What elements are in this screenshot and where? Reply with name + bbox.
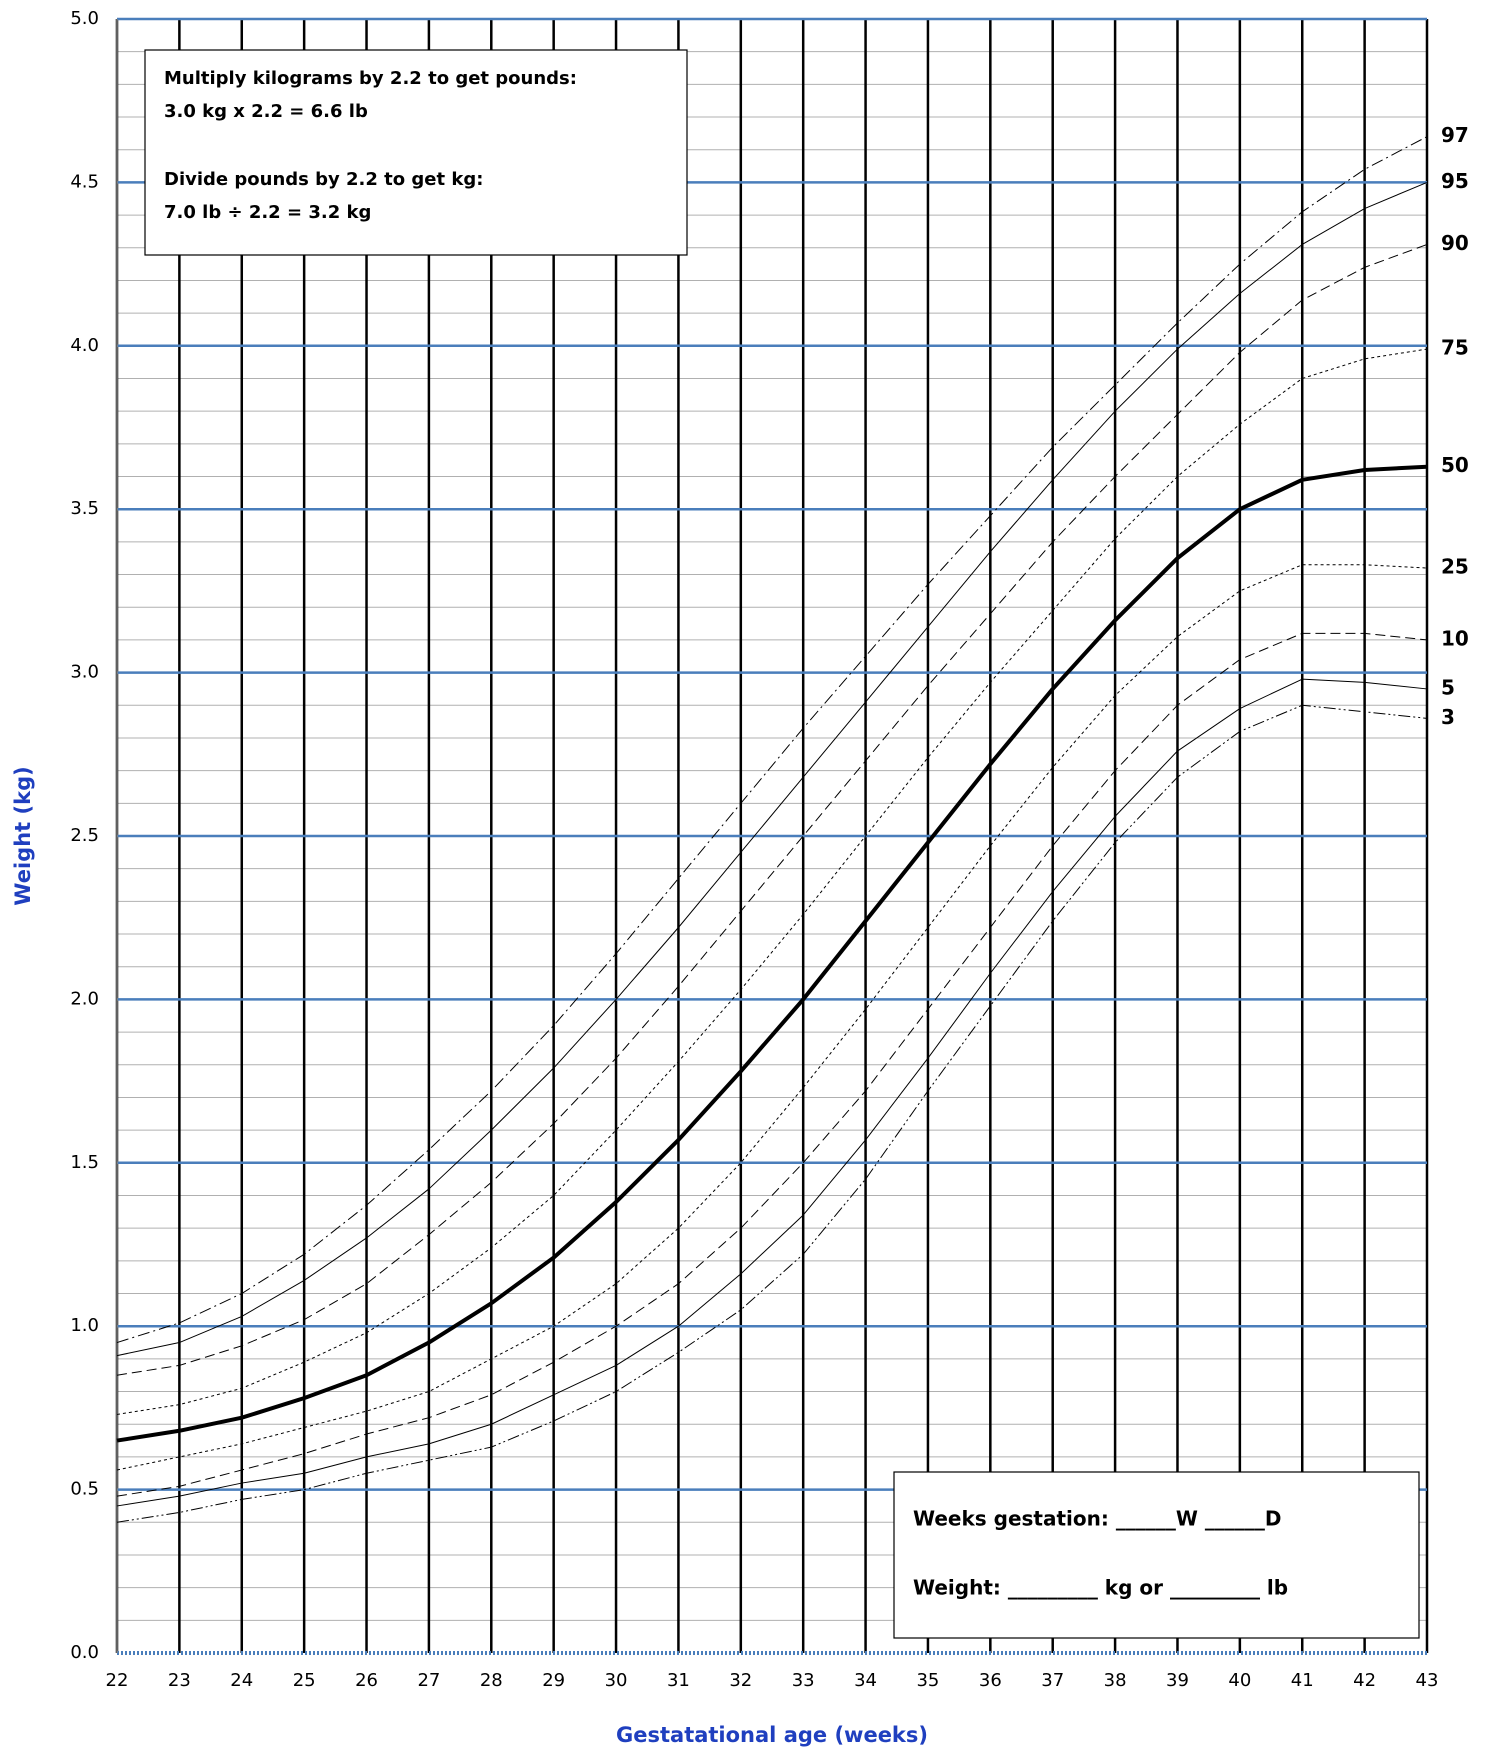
x-tick-label: 30 xyxy=(605,1670,628,1691)
x-tick-label: 33 xyxy=(792,1670,815,1691)
percentile-label: 3 xyxy=(1441,705,1455,729)
y-tick-label: 5.0 xyxy=(70,8,99,29)
percentile-line xyxy=(116,464,1428,1443)
y-axis-title: Weight (kg) xyxy=(11,766,35,905)
y-tick-label: 3.0 xyxy=(70,662,99,683)
x-tick-label: 29 xyxy=(542,1670,565,1691)
x-tick-label: 24 xyxy=(230,1670,253,1691)
x-tick-label: 39 xyxy=(1166,1670,1189,1691)
percentile-label: 10 xyxy=(1441,626,1469,650)
percentile-line xyxy=(116,136,1428,1344)
y-tick-label: 0.5 xyxy=(70,1479,99,1500)
x-tick-label: 26 xyxy=(355,1670,378,1691)
x-axis-title: Gestatational age (weeks) xyxy=(616,1723,928,1747)
percentile-label: 50 xyxy=(1441,453,1469,477)
percentile-line xyxy=(116,181,1428,1357)
y-tick-label: 4.5 xyxy=(70,171,99,192)
entry-form-text: Weeks gestation: ______W ______D xyxy=(913,1507,1281,1531)
y-tick-label: 2.5 xyxy=(70,825,99,846)
y-tick-label: 1.0 xyxy=(70,1315,99,1336)
x-tick-label: 27 xyxy=(417,1670,440,1691)
x-tick-label: 37 xyxy=(1041,1670,1064,1691)
y-tick-label: 2.0 xyxy=(70,988,99,1009)
x-tick-label: 31 xyxy=(667,1670,690,1691)
x-tick-label: 40 xyxy=(1228,1670,1251,1691)
percentile-label: 97 xyxy=(1441,123,1469,147)
x-tick-label: 25 xyxy=(293,1670,316,1691)
percentile-label: 25 xyxy=(1441,555,1469,579)
entry-form-text: Weight: _________ kg or _________ lb xyxy=(913,1576,1288,1600)
x-tick-label: 36 xyxy=(979,1670,1002,1691)
percentile-line xyxy=(116,348,1428,1415)
percentile-line xyxy=(116,678,1428,1507)
y-tick-label: 1.5 xyxy=(70,1152,99,1173)
percentile-line xyxy=(116,632,1428,1497)
x-tick-label: 28 xyxy=(480,1670,503,1691)
x-tick-label: 41 xyxy=(1291,1670,1314,1691)
x-tick-label: 34 xyxy=(854,1670,877,1691)
percentile-label: 95 xyxy=(1441,169,1469,193)
x-tick-label: 22 xyxy=(106,1670,129,1691)
grid xyxy=(115,17,1429,1655)
conversion-text: 3.0 kg x 2.2 = 6.6 lb xyxy=(164,101,368,122)
x-tick-label: 42 xyxy=(1353,1670,1376,1691)
x-tick-label: 32 xyxy=(729,1670,752,1691)
lines xyxy=(116,136,1428,1523)
conversion-text: Multiply kilograms by 2.2 to get pounds: xyxy=(164,68,577,89)
y-tick-label: 3.5 xyxy=(70,498,99,519)
x-tick-label: 23 xyxy=(168,1670,191,1691)
percentile-label: 90 xyxy=(1441,231,1469,255)
percentile-line xyxy=(116,244,1428,1376)
x-tick-label: 35 xyxy=(916,1670,939,1691)
y-tick-label: 4.0 xyxy=(70,335,99,356)
conversion-box xyxy=(144,49,688,256)
percentile-line xyxy=(116,704,1428,1523)
conversion-text: 7.0 lb ÷ 2.2 = 3.2 kg xyxy=(164,202,371,223)
y-tick-label: 0.0 xyxy=(70,1642,99,1663)
percentile-label: 75 xyxy=(1441,336,1469,360)
percentile-line xyxy=(116,564,1428,1471)
percentile-label: 5 xyxy=(1441,675,1455,699)
entry-form-box xyxy=(893,1471,1420,1639)
conversion-text: Divide pounds by 2.2 to get kg: xyxy=(164,169,483,190)
x-tick-label: 38 xyxy=(1104,1670,1127,1691)
x-tick-label: 43 xyxy=(1416,1670,1439,1691)
